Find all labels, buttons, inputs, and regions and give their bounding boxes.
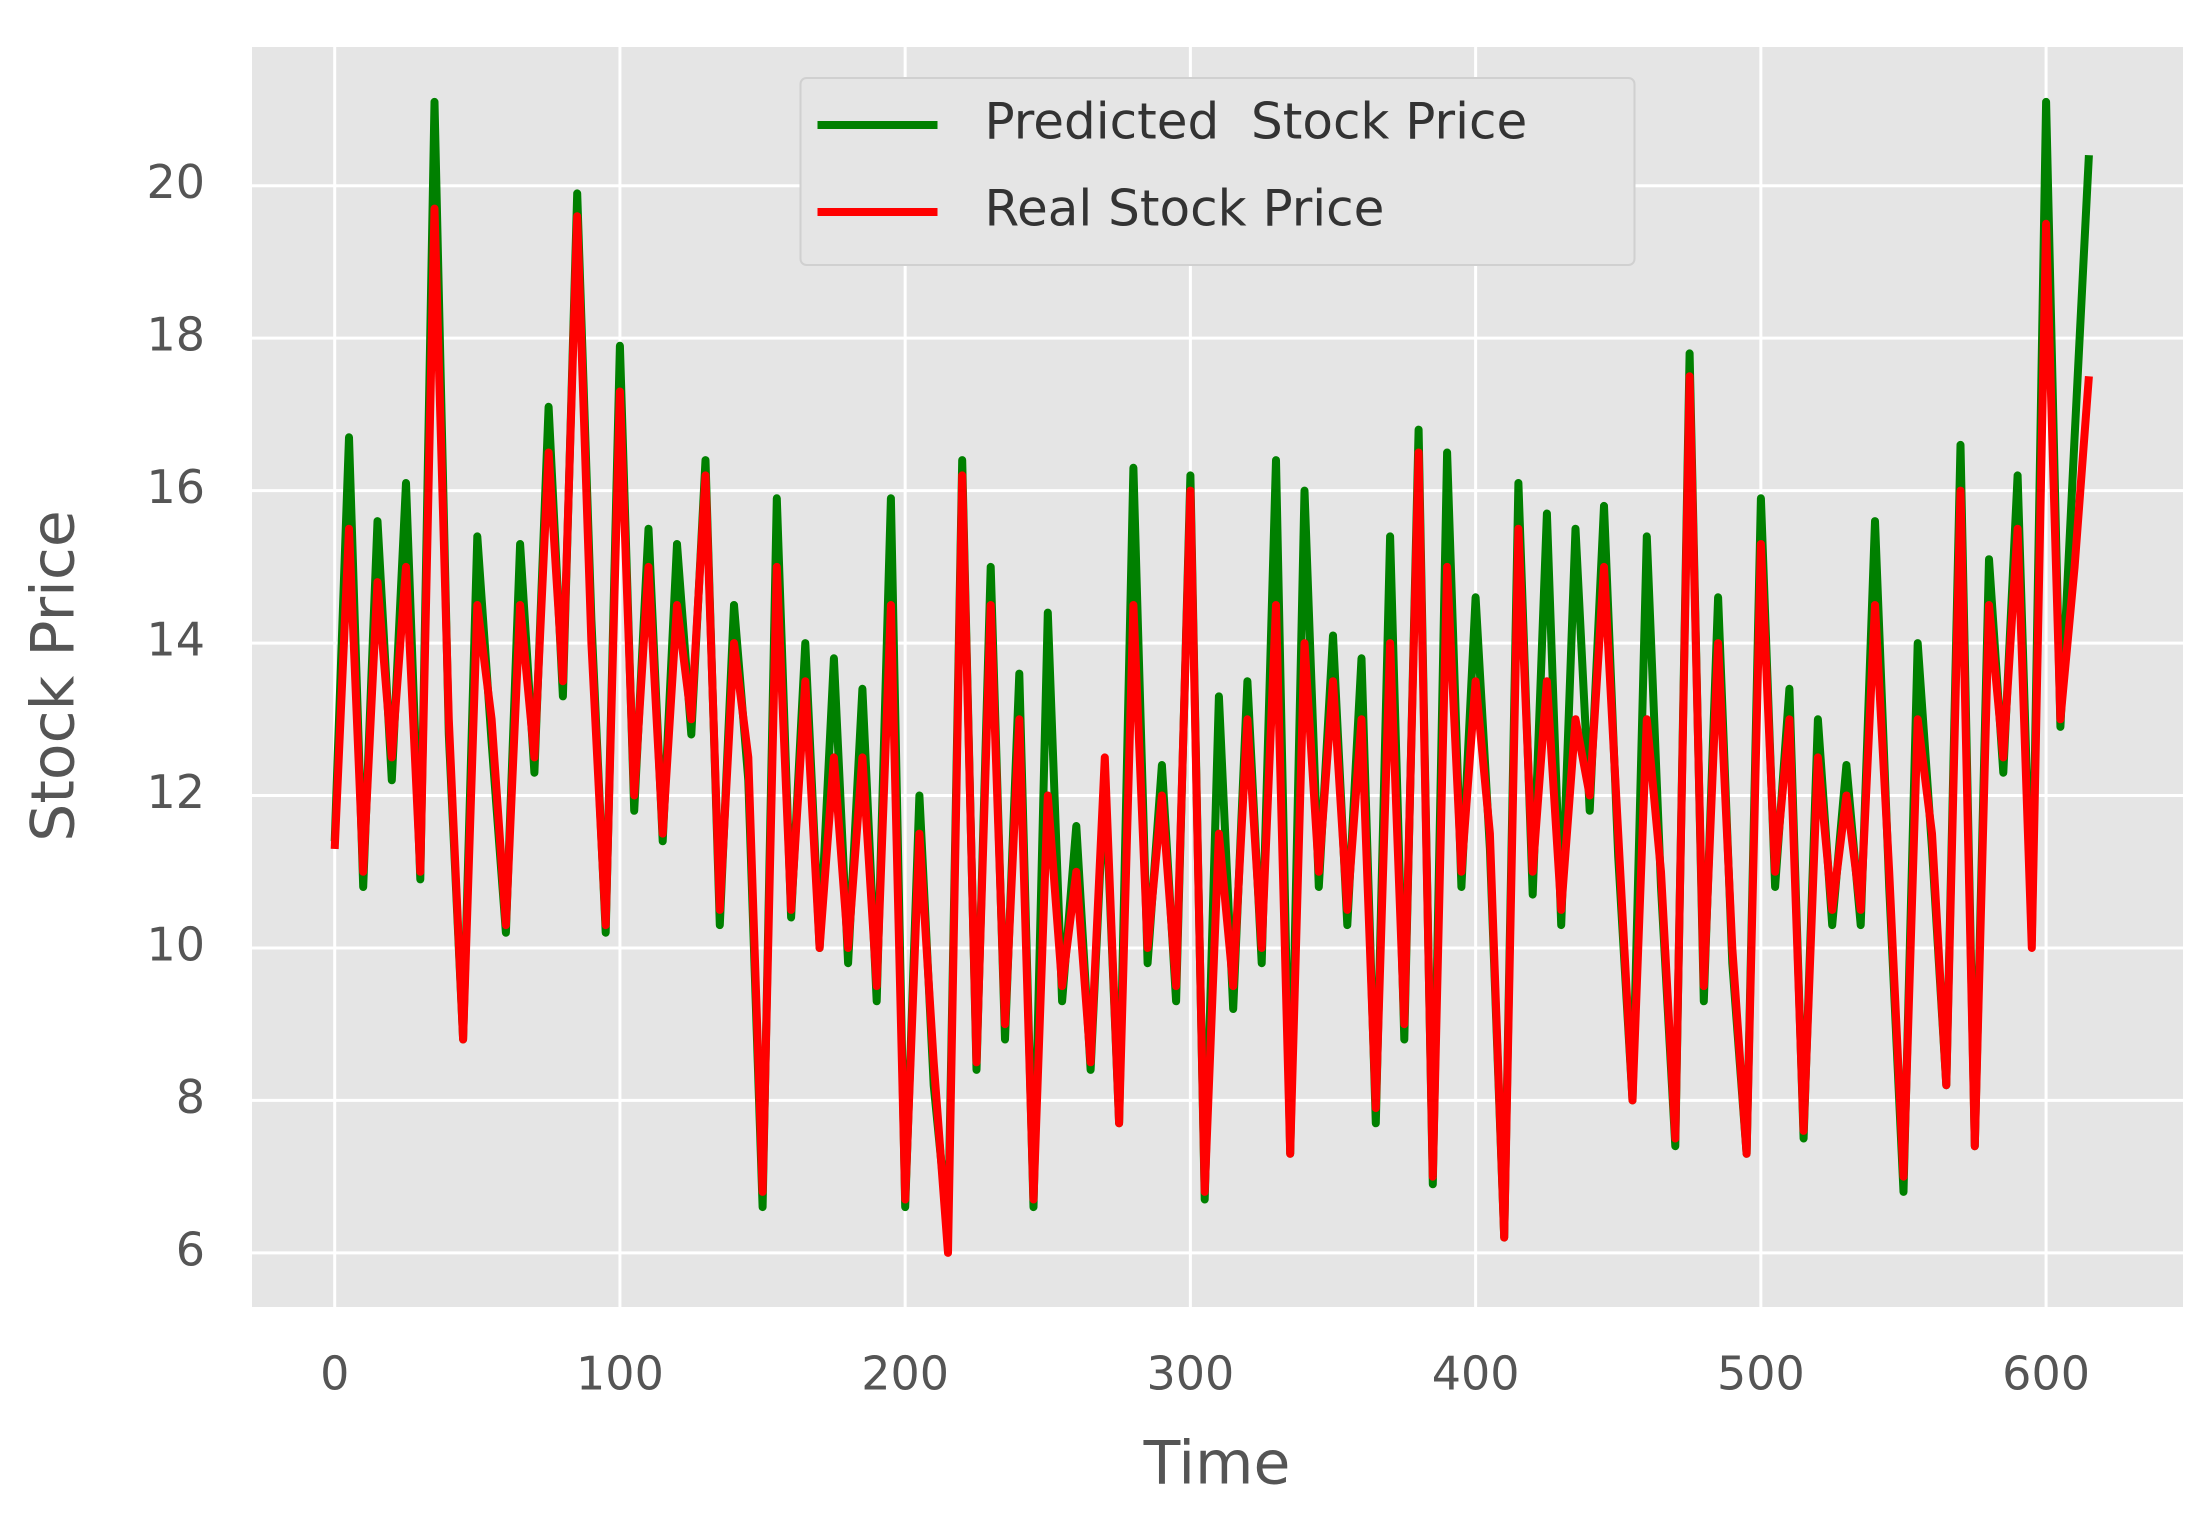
legend-label: Predicted Stock Price bbox=[985, 93, 1528, 151]
x-tick-label: 200 bbox=[861, 1347, 949, 1401]
x-tick-label: 0 bbox=[320, 1347, 349, 1401]
legend-box bbox=[799, 77, 1636, 266]
x-tick-label: 300 bbox=[1146, 1347, 1234, 1401]
x-tick-label: 600 bbox=[2002, 1347, 2090, 1401]
y-tick-label: 8 bbox=[176, 1070, 205, 1124]
x-axis-title: Time bbox=[1143, 1429, 1291, 1499]
y-tick-label: 14 bbox=[146, 613, 205, 667]
x-tick-label: 400 bbox=[1432, 1347, 1520, 1401]
x-tick-label: 100 bbox=[576, 1347, 664, 1401]
series-line bbox=[330, 204, 2093, 1257]
y-tick-label: 20 bbox=[146, 155, 205, 209]
y-tick-label: 16 bbox=[146, 460, 205, 514]
legend: Predicted Stock Price Real Stock Price bbox=[799, 77, 1636, 266]
legend-label: Real Stock Price bbox=[985, 180, 1385, 238]
lines bbox=[330, 97, 2093, 1257]
y-tick-label: 6 bbox=[176, 1222, 205, 1276]
x-tick-label: 500 bbox=[1717, 1347, 1805, 1401]
y-tick-label: 18 bbox=[146, 308, 205, 362]
y-tick-label: 10 bbox=[146, 917, 205, 971]
y-tick-label: 12 bbox=[146, 765, 205, 819]
y-axis-title: Stock Price bbox=[19, 510, 89, 842]
